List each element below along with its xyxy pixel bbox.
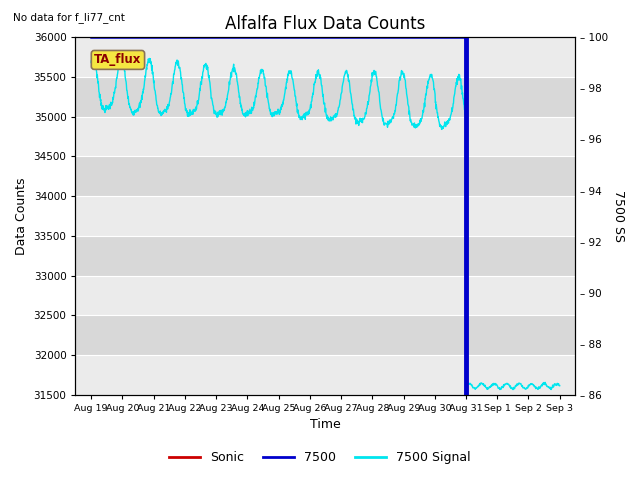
Bar <box>76 236 575 276</box>
Bar <box>76 37 575 77</box>
Bar <box>76 196 575 236</box>
Bar <box>76 355 575 395</box>
Title: Alfalfa Flux Data Counts: Alfalfa Flux Data Counts <box>225 15 426 33</box>
Text: No data for f_li77_cnt: No data for f_li77_cnt <box>13 12 125 23</box>
Bar <box>76 276 575 315</box>
Bar <box>76 77 575 117</box>
Legend: Sonic, 7500, 7500 Signal: Sonic, 7500, 7500 Signal <box>164 446 476 469</box>
Bar <box>76 117 575 156</box>
Text: TA_flux: TA_flux <box>94 53 141 66</box>
Bar <box>76 315 575 355</box>
Bar <box>76 156 575 196</box>
Y-axis label: 7500 SS: 7500 SS <box>612 190 625 242</box>
Y-axis label: Data Counts: Data Counts <box>15 177 28 255</box>
X-axis label: Time: Time <box>310 419 340 432</box>
